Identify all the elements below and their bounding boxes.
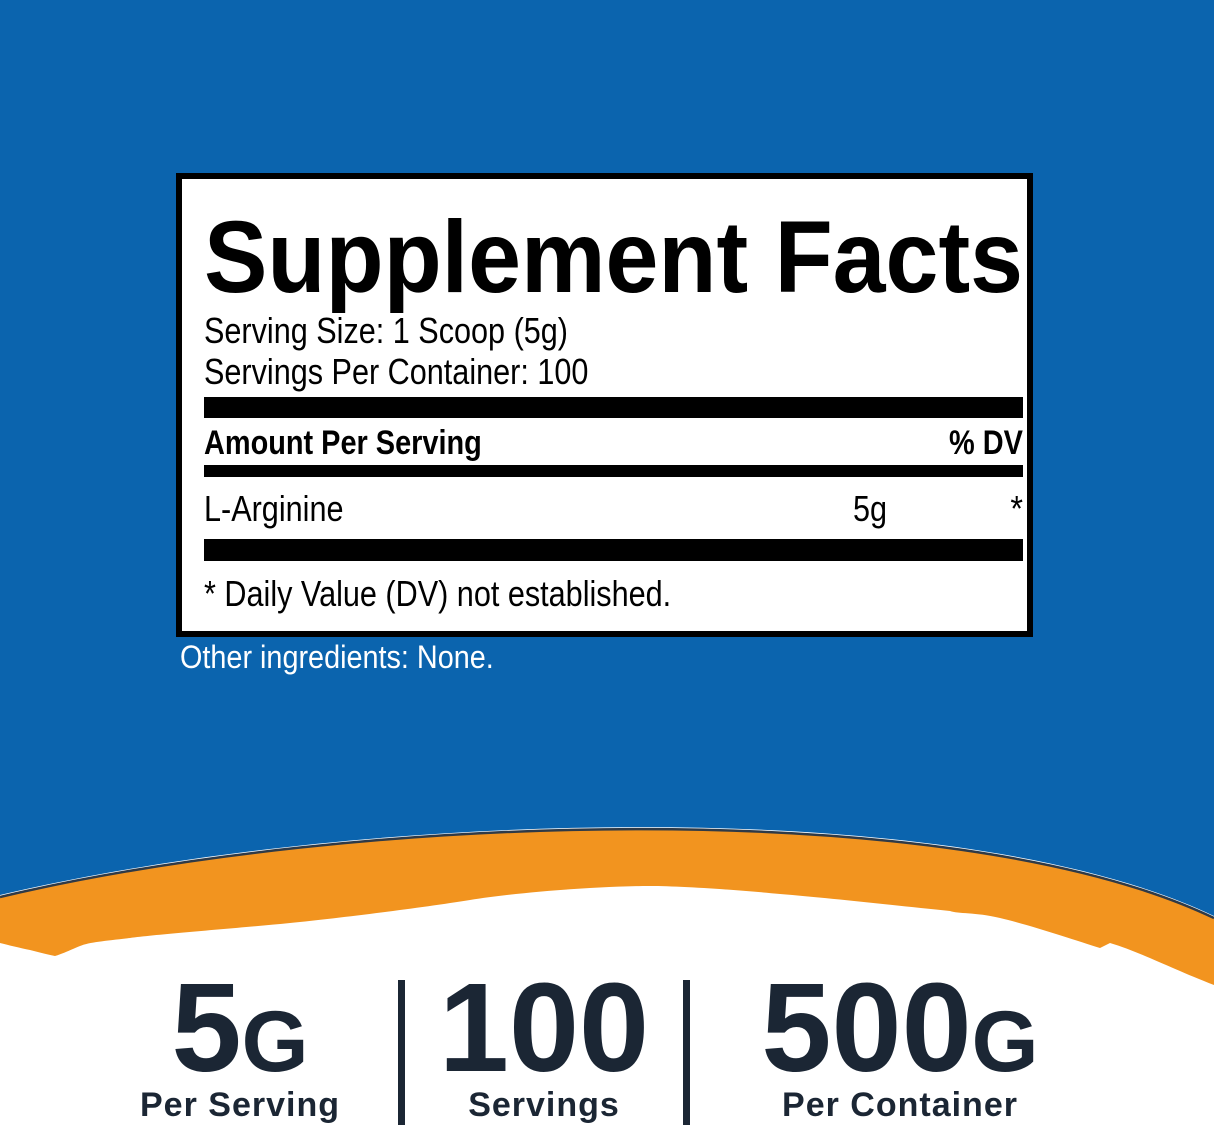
thin-divider-bar xyxy=(204,465,1023,477)
stat-label: Per Serving xyxy=(140,1086,340,1124)
stats-band: 5G Per Serving 100 Servings 500G Per Con… xyxy=(0,950,1214,1127)
stat-value: 100 xyxy=(405,965,683,1091)
thick-divider-bar-bottom xyxy=(204,539,1023,561)
panel-title-text: Supplement Facts xyxy=(204,200,1023,314)
stat-number-text: 100 xyxy=(438,957,650,1098)
dv-footnote: * Daily Value (DV) not established. xyxy=(204,573,672,614)
other-ingredients-text: Other ingredients: None. xyxy=(180,639,494,675)
servings-per-container-line: Servings Per Container: 100 xyxy=(204,351,589,392)
stat-divider xyxy=(398,980,405,1125)
stat-per-container: 500G Per Container xyxy=(690,950,1110,1127)
supplement-facts-title: Supplement Facts xyxy=(204,200,1023,314)
stat-number-text: 500 xyxy=(761,957,972,1098)
ingredient-amount: 5g xyxy=(852,488,887,529)
table-row: L-Arginine 5g * xyxy=(204,488,1023,530)
serving-info: Serving Size: 1 Scoop (5g) Servings Per … xyxy=(204,310,799,392)
stat-value: 500G xyxy=(690,965,1110,1091)
thick-divider-bar-top xyxy=(204,397,1023,418)
stat-value: 5G xyxy=(70,965,410,1091)
stat-label: Servings xyxy=(468,1086,620,1124)
swoosh-orange-band xyxy=(0,829,1214,985)
stat-divider xyxy=(683,980,690,1125)
orange-swoosh-graphic xyxy=(0,780,1214,985)
serving-size-line: Serving Size: 1 Scoop (5g) xyxy=(204,310,568,351)
supplement-facts-panel: Supplement Facts Serving Size: 1 Scoop (… xyxy=(176,173,1033,637)
stat-servings: 100 Servings xyxy=(405,950,683,1127)
ingredient-name: L-Arginine xyxy=(204,488,344,529)
stat-label: Per Container xyxy=(782,1086,1018,1124)
stat-unit-text: G xyxy=(971,994,1039,1090)
table-header-row: Amount Per Serving % DV xyxy=(204,424,1023,462)
swoosh-junction-line xyxy=(0,827,1214,920)
stat-number-text: 5 xyxy=(171,957,242,1098)
amount-per-serving-label: Amount Per Serving xyxy=(204,424,482,462)
stat-per-serving: 5G Per Serving xyxy=(70,950,410,1127)
swoosh-blue-curve xyxy=(0,780,1214,916)
ingredient-dv-asterisk: * xyxy=(1010,488,1023,529)
stat-unit-text: G xyxy=(241,994,309,1090)
percent-dv-label: % DV xyxy=(949,424,1023,462)
